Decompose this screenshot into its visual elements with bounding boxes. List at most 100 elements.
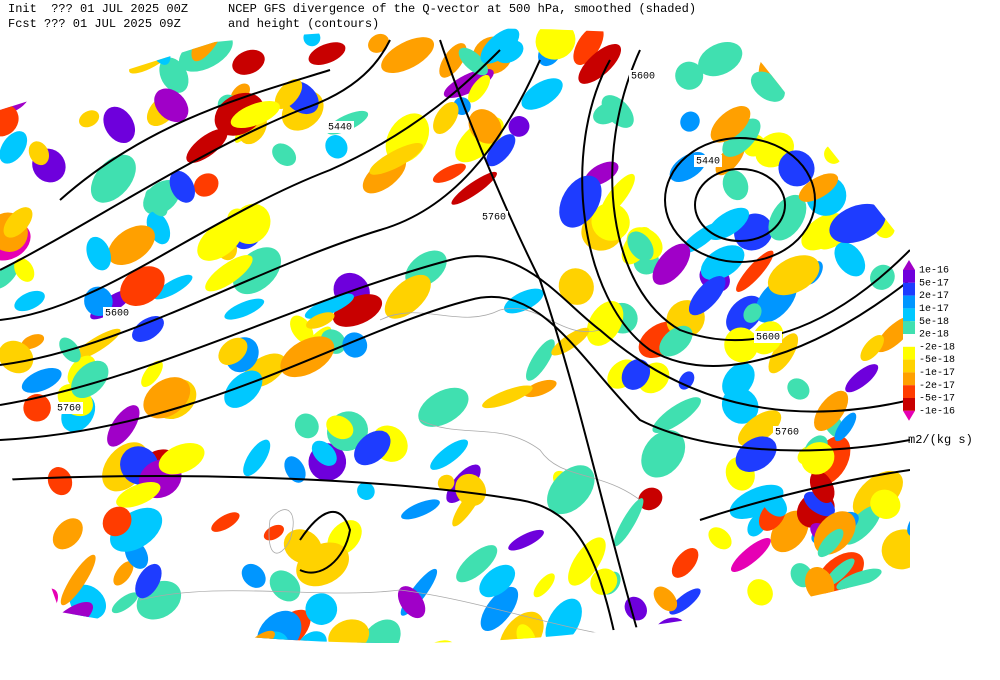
shade-blob: [451, 171, 497, 205]
coastlines: [139, 308, 641, 641]
shade-blob: [107, 225, 155, 266]
shade-blob: [508, 116, 530, 137]
shade-blob: [787, 378, 810, 400]
shade-blob: [243, 439, 271, 477]
shade-blob: [652, 397, 701, 434]
shade-blob: [613, 498, 644, 547]
shade-blob: [479, 564, 516, 598]
shade-blob: [328, 619, 370, 644]
contour: [664, 137, 816, 263]
shade-blob: [305, 593, 338, 625]
shade-blob: [116, 481, 161, 508]
shade-blob: [593, 102, 621, 125]
shade-blob: [205, 255, 253, 292]
shade-blob: [79, 110, 100, 128]
shade-blob: [735, 436, 777, 472]
shade-blob: [0, 103, 19, 137]
shade-blob: [354, 430, 391, 466]
contour-label: 5600: [631, 72, 655, 83]
shade-blob: [430, 439, 469, 470]
shade-blob: [621, 359, 651, 390]
colorbar-label: -1e-17: [919, 368, 955, 379]
shade-blob: [0, 64, 24, 90]
colorbar-arrow: [903, 410, 915, 421]
shade-blob: [3, 207, 33, 238]
colorbar-box: [903, 282, 915, 296]
shade-blob: [829, 203, 886, 244]
shade-blob: [741, 637, 792, 680]
contour: [0, 39, 391, 271]
shade-blob: [397, 586, 426, 619]
shade-blob: [437, 474, 455, 491]
shade-blob: [107, 405, 140, 447]
shade-blob: [675, 61, 704, 90]
coastline: [379, 308, 601, 332]
shade-blob: [145, 189, 168, 217]
shade-blob: [767, 255, 820, 296]
contour: [699, 469, 910, 521]
shade-blob: [669, 588, 701, 615]
colorbar-box: [903, 346, 915, 360]
shade-blob: [384, 274, 431, 319]
shade-blob: [698, 41, 743, 77]
shade-blob: [21, 367, 62, 393]
shade-blob: [120, 266, 165, 306]
contour: [0, 255, 910, 413]
shade-blob: [14, 258, 35, 282]
shade-blob: [708, 527, 732, 550]
contour-label: 5600: [105, 309, 129, 320]
header: Init ??? 01 JUL 2025 00Z NCEP GFS diverg…: [8, 2, 696, 31]
contour-label: 5760: [482, 213, 506, 224]
shade-blob: [830, 48, 871, 92]
contour: [581, 59, 910, 367]
shade-blob: [724, 327, 759, 363]
coastline: [419, 419, 641, 501]
shade-blob: [297, 631, 327, 644]
shade-blob: [710, 106, 751, 143]
contour: [0, 59, 541, 366]
colorbar-box: [903, 385, 915, 398]
shade-blob: [60, 554, 96, 606]
shade-blob: [521, 78, 563, 110]
shade-blob: [135, 563, 162, 599]
shade-blob: [778, 150, 815, 187]
shade-blob: [533, 573, 555, 598]
colorbar-label: 5e-17: [919, 278, 949, 289]
shade-blob: [193, 173, 219, 197]
shade-blob: [218, 337, 248, 366]
shade-blob: [230, 100, 280, 129]
contour-label: 5760: [775, 428, 799, 439]
shade-blob: [153, 274, 193, 300]
shade-blob: [132, 316, 164, 342]
contour-labels: 5600 5440 5440 5760 5600 5600 5760 5760: [55, 70, 801, 439]
shade-blob: [154, 88, 189, 123]
shade-blob: [732, 645, 779, 680]
colorbar-label: -2e-18: [919, 342, 955, 353]
shade-blob: [504, 288, 544, 314]
shade-blob: [232, 49, 265, 75]
init-text: Init ??? 01 JUL 2025 00Z: [8, 2, 188, 16]
shade-blob: [883, 162, 910, 194]
contour: [439, 39, 641, 641]
shade-blob: [545, 598, 582, 644]
shade-blob: [113, 561, 134, 586]
colorbar-label: -2e-17: [919, 381, 955, 392]
shade-blob: [829, 75, 857, 93]
contour-label: 5440: [696, 157, 720, 168]
shade-blob: [47, 467, 73, 496]
shade-blob: [357, 482, 375, 500]
shade-blob: [14, 290, 45, 312]
shade-blob: [535, 28, 576, 60]
shade-blob: [482, 385, 533, 409]
shade-blob: [568, 537, 606, 586]
shade-blob: [680, 111, 700, 132]
contour-label-bg: [754, 331, 782, 343]
shade-blob: [158, 442, 205, 475]
shade-blob: [456, 545, 498, 583]
shade-blob: [845, 364, 879, 393]
contour-label: 5600: [756, 333, 780, 344]
shade-blob: [834, 242, 866, 277]
contour-label: 5440: [328, 123, 352, 134]
shade-blob: [638, 487, 663, 511]
shade-blob: [770, 34, 815, 78]
